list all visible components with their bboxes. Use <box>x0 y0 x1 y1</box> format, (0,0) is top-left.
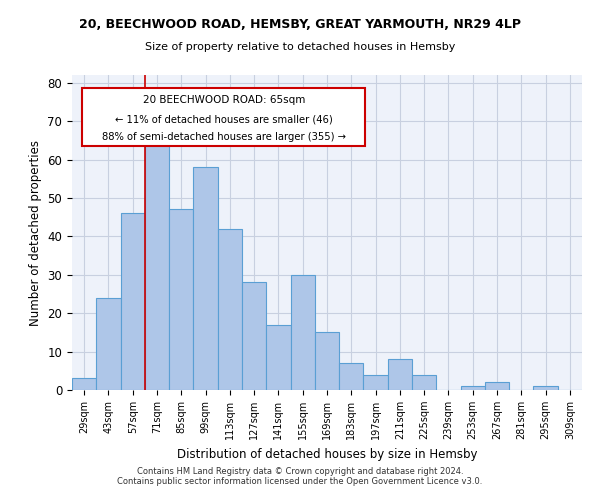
Bar <box>145 129 169 390</box>
Text: 88% of semi-detached houses are larger (355) →: 88% of semi-detached houses are larger (… <box>102 132 346 142</box>
Bar <box>485 382 509 390</box>
Bar <box>242 282 266 390</box>
X-axis label: Distribution of detached houses by size in Hemsby: Distribution of detached houses by size … <box>177 448 477 460</box>
Bar <box>290 275 315 390</box>
Text: Contains public sector information licensed under the Open Government Licence v3: Contains public sector information licen… <box>118 477 482 486</box>
Bar <box>364 374 388 390</box>
Bar <box>315 332 339 390</box>
FancyBboxPatch shape <box>82 88 365 146</box>
Text: Size of property relative to detached houses in Hemsby: Size of property relative to detached ho… <box>145 42 455 52</box>
Text: 20 BEECHWOOD ROAD: 65sqm: 20 BEECHWOOD ROAD: 65sqm <box>143 96 305 106</box>
Bar <box>412 374 436 390</box>
Bar <box>169 210 193 390</box>
Bar <box>266 324 290 390</box>
Bar <box>388 360 412 390</box>
Bar <box>339 363 364 390</box>
Bar <box>461 386 485 390</box>
Bar <box>96 298 121 390</box>
Bar <box>533 386 558 390</box>
Y-axis label: Number of detached properties: Number of detached properties <box>29 140 42 326</box>
Bar <box>193 167 218 390</box>
Bar <box>121 214 145 390</box>
Text: ← 11% of detached houses are smaller (46): ← 11% of detached houses are smaller (46… <box>115 114 332 124</box>
Bar <box>218 228 242 390</box>
Text: 20, BEECHWOOD ROAD, HEMSBY, GREAT YARMOUTH, NR29 4LP: 20, BEECHWOOD ROAD, HEMSBY, GREAT YARMOU… <box>79 18 521 30</box>
Text: Contains HM Land Registry data © Crown copyright and database right 2024.: Contains HM Land Registry data © Crown c… <box>137 467 463 476</box>
Bar <box>72 378 96 390</box>
